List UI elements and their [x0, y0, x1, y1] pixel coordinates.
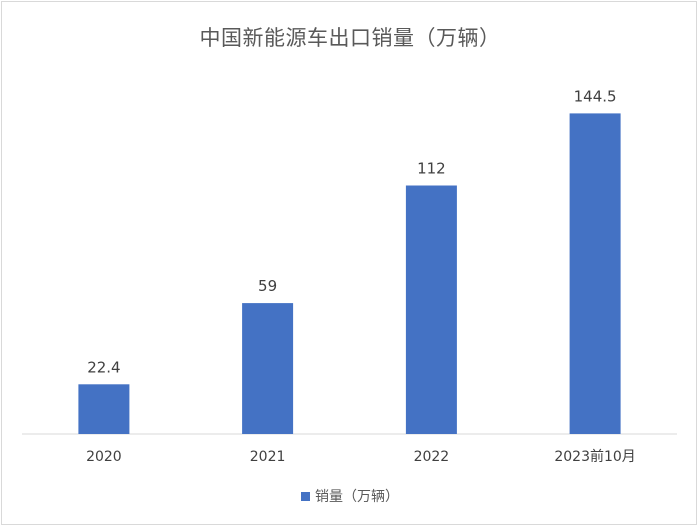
bar-group: 22.4 2020 59 2021 112 2022 144.5 2023前10月: [78, 87, 636, 465]
legend-swatch: [301, 491, 310, 501]
data-label: 59: [258, 277, 277, 295]
x-tick-label: 2021: [250, 449, 286, 465]
bar-2021: [242, 303, 294, 434]
data-label: 22.4: [87, 358, 120, 376]
x-tick-label: 2022: [414, 449, 450, 465]
x-tick-label: 2023前10月: [554, 448, 635, 465]
legend: 销量（万辆）: [0, 486, 700, 506]
x-tick-label: 2020: [86, 449, 122, 465]
data-label: 112: [417, 160, 446, 178]
bar-2023前10月: [569, 113, 621, 435]
data-label: 144.5: [574, 87, 617, 105]
bar-2020: [78, 384, 130, 434]
legend-label: 销量（万辆）: [315, 489, 399, 505]
bar-2022: [405, 185, 457, 434]
chart-title: 中国新能源车出口销量（万辆）: [199, 26, 501, 50]
